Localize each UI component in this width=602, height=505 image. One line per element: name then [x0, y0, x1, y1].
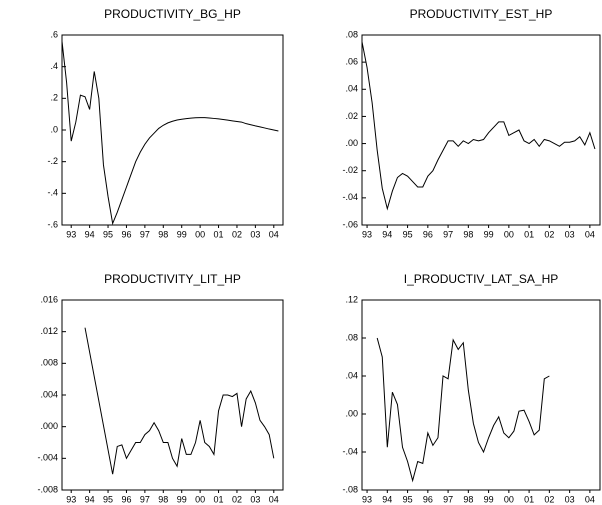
x-tick-label: 02: [232, 229, 242, 239]
y-tick-label: .2: [50, 93, 58, 103]
x-tick-label: 00: [195, 229, 205, 239]
x-tick-label: 97: [443, 229, 453, 239]
y-tick-label: .4: [50, 61, 58, 71]
y-tick-label: .6: [50, 29, 58, 39]
x-tick-label: 01: [524, 229, 534, 239]
x-tick-label: 01: [214, 229, 224, 239]
y-tick-label: -.008: [37, 484, 58, 494]
y-tick-label: -.6: [47, 219, 58, 229]
plot-frame: [361, 299, 601, 491]
chart-title: PRODUCTIVITY_EST_HP: [410, 7, 553, 21]
x-tick-label: 04: [585, 229, 595, 239]
x-tick-label: 99: [177, 229, 187, 239]
y-tick-label: -.04: [342, 192, 358, 202]
x-tick-label: 99: [484, 229, 494, 239]
y-tick-label: -.04: [342, 446, 358, 456]
x-tick-label: 96: [121, 229, 131, 239]
y-tick-label: .02: [345, 111, 358, 121]
chart-title: PRODUCTIVITY_BG_HP: [104, 7, 241, 21]
x-tick-label: 97: [140, 229, 150, 239]
y-tick-label: .00: [345, 138, 358, 148]
x-tick-label: 98: [463, 494, 473, 504]
y-tick-label: .04: [345, 370, 358, 380]
y-tick-label: -.08: [342, 484, 358, 494]
x-tick-label: 00: [195, 494, 205, 504]
y-tick-label: .008: [40, 358, 58, 368]
x-tick-label: 96: [423, 494, 433, 504]
x-tick-label: 95: [103, 229, 113, 239]
y-tick-label: .016: [40, 294, 58, 304]
x-tick-label: 98: [158, 229, 168, 239]
x-tick-label: 00: [504, 229, 514, 239]
data-line: [361, 41, 596, 211]
y-tick-label: .08: [345, 29, 358, 39]
y-tick-label: -.06: [342, 219, 358, 229]
y-tick-label: -.4: [47, 188, 58, 198]
x-tick-label: 02: [544, 494, 554, 504]
x-tick-label: 03: [565, 229, 575, 239]
x-tick-label: 99: [484, 494, 494, 504]
x-tick-label: 95: [103, 494, 113, 504]
x-tick-label: 97: [443, 494, 453, 504]
x-tick-label: 03: [565, 494, 575, 504]
data-line: [61, 41, 279, 226]
x-tick-label: 94: [382, 229, 392, 239]
x-tick-label: 93: [362, 229, 372, 239]
x-tick-label: 00: [504, 494, 514, 504]
x-tick-label: 97: [140, 494, 150, 504]
x-tick-label: 04: [269, 494, 279, 504]
x-tick-label: 04: [269, 229, 279, 239]
plot-frame: [361, 34, 601, 226]
x-tick-label: 96: [423, 229, 433, 239]
y-tick-label: -.02: [342, 165, 358, 175]
x-tick-label: 99: [177, 494, 187, 504]
chart-title: PRODUCTIVITY_LIT_HP: [104, 272, 241, 286]
x-tick-label: 01: [214, 494, 224, 504]
x-tick-label: 02: [232, 494, 242, 504]
x-tick-label: 94: [382, 494, 392, 504]
y-tick-label: -.004: [37, 453, 58, 463]
x-tick-label: 95: [403, 494, 413, 504]
y-tick-label: .012: [40, 326, 58, 336]
y-tick-label: .08: [345, 332, 358, 342]
x-tick-label: 98: [158, 494, 168, 504]
chart-title: I_PRODUCTIV_LAT_SA_HP: [404, 272, 559, 286]
x-tick-label: 94: [85, 494, 95, 504]
y-tick-label: .06: [345, 57, 358, 67]
plot-frame: [61, 34, 284, 226]
data-line: [84, 327, 275, 475]
data-line: [376, 337, 550, 483]
x-tick-label: 93: [362, 494, 372, 504]
x-tick-label: 95: [403, 229, 413, 239]
y-tick-label: .0: [50, 124, 58, 134]
x-tick-label: 02: [544, 229, 554, 239]
y-tick-label: .04: [345, 84, 358, 94]
x-tick-label: 01: [524, 494, 534, 504]
x-tick-label: 96: [121, 494, 131, 504]
y-tick-label: .004: [40, 389, 58, 399]
x-tick-label: 04: [585, 494, 595, 504]
y-tick-label: .000: [40, 421, 58, 431]
x-tick-label: 03: [250, 229, 260, 239]
x-tick-label: 98: [463, 229, 473, 239]
y-tick-label: .00: [345, 408, 358, 418]
y-tick-label: -.2: [47, 156, 58, 166]
plot-frame: [61, 299, 284, 491]
x-tick-label: 93: [66, 229, 76, 239]
x-tick-label: 93: [66, 494, 76, 504]
x-tick-label: 94: [85, 229, 95, 239]
x-tick-label: 03: [250, 494, 260, 504]
y-tick-label: .12: [345, 294, 358, 304]
